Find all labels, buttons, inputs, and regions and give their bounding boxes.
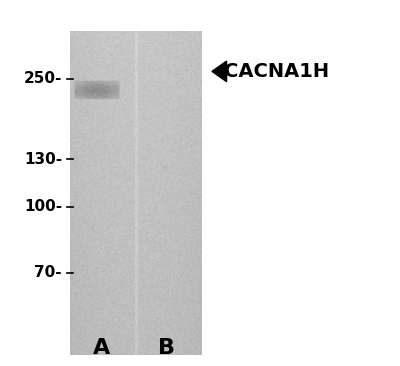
Polygon shape [212, 61, 226, 82]
Text: 100-: 100- [24, 199, 62, 214]
Text: 250-: 250- [24, 71, 62, 86]
Text: CACNA1H: CACNA1H [224, 62, 329, 81]
Text: A: A [93, 338, 111, 358]
Text: 70-: 70- [34, 265, 62, 280]
Text: B: B [158, 338, 174, 358]
Text: 130-: 130- [24, 152, 62, 167]
